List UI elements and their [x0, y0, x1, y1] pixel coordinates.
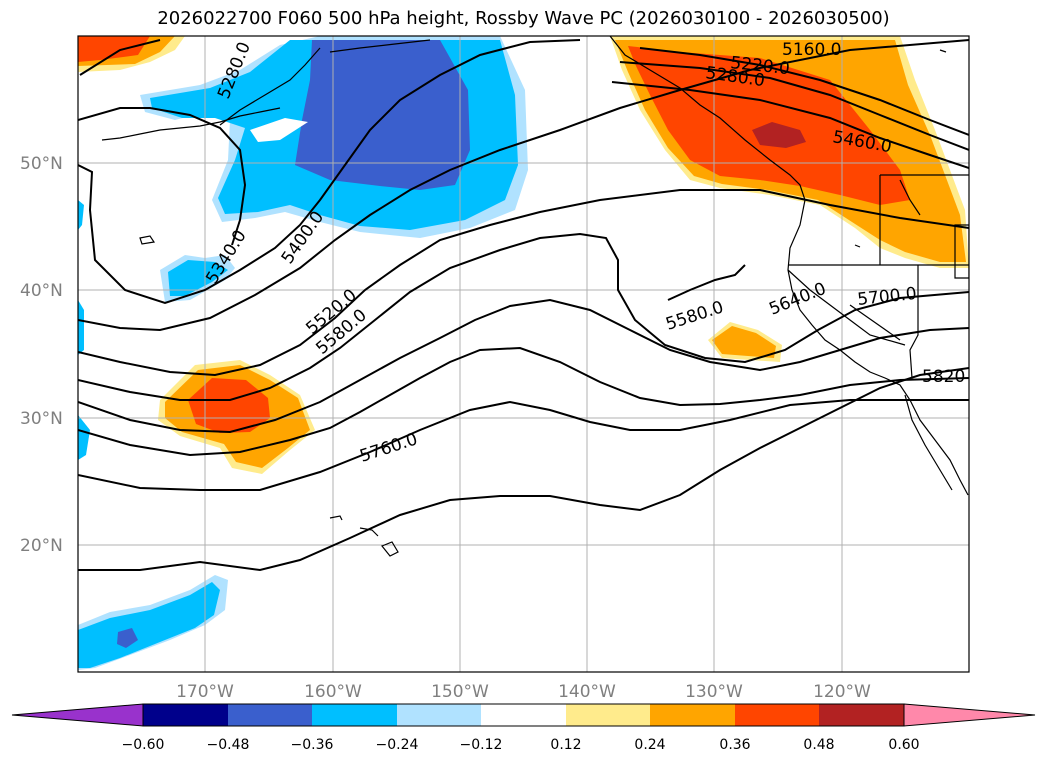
contour-label: 5160.0	[782, 40, 841, 60]
colorbar: −0.60 −0.48 −0.36 −0.24 −0.12 0.12 0.24 …	[11, 703, 1036, 753]
gridlines	[78, 36, 969, 672]
colorbar-segment	[312, 704, 397, 726]
colorbar-tick-label: −0.12	[460, 737, 503, 753]
colorbar-segment	[228, 704, 312, 726]
colorbar-tick-label: 0.36	[719, 737, 750, 753]
colorbar-segment	[481, 704, 566, 726]
positive-anomaly-northwest	[78, 36, 185, 72]
positive-anomaly-small	[708, 322, 782, 362]
positive-anomaly-central	[158, 360, 315, 474]
figure-title: 2026022700 F060 500 hPa height, Rossby W…	[157, 8, 890, 29]
colorbar-tick-label: 0.60	[888, 737, 919, 753]
colorbar-segment	[397, 704, 481, 726]
lat-label: 30°N	[20, 409, 63, 429]
contour-label: 5820	[922, 367, 965, 387]
lon-label: 160°W	[304, 682, 362, 702]
colorbar-tick-label: −0.24	[376, 737, 419, 753]
colorbar-segment	[819, 704, 904, 726]
lon-label: 140°W	[558, 682, 616, 702]
lon-label: 150°W	[431, 682, 489, 702]
colorbar-segment	[650, 704, 735, 726]
lat-label: 50°N	[20, 154, 63, 174]
latitude-labels: 50°N 40°N 30°N 20°N	[20, 154, 63, 556]
colorbar-segment	[566, 704, 650, 726]
map-frame	[77, 35, 970, 673]
lat-label: 40°N	[20, 281, 63, 301]
lat-label: 20°N	[20, 536, 63, 556]
negative-anomaly-southwest	[78, 575, 228, 670]
colorbar-tick-label: −0.48	[207, 737, 250, 753]
colorbar-tick-label: 0.48	[803, 737, 834, 753]
colorbar-tick-label: 0.24	[634, 737, 665, 753]
height-contours	[78, 39, 969, 572]
colorbar-tick-label: 0.12	[550, 737, 581, 753]
lon-label: 170°W	[176, 682, 234, 702]
colorbar-segment	[735, 704, 819, 726]
colorbar-segment	[143, 704, 228, 726]
colorbar-tick-label: −0.36	[291, 737, 334, 753]
lon-label: 130°W	[685, 682, 743, 702]
colorbar-extend-low	[11, 703, 144, 727]
coastlines	[101, 36, 969, 557]
map-area: 5160.0 5220.0 5280.0 5280.0 5460.0 5340.…	[78, 36, 969, 672]
longitude-labels: 170°W 160°W 150°W 140°W 130°W 120°W	[176, 682, 871, 702]
lon-label: 120°W	[813, 682, 871, 702]
colorbar-extend-high	[903, 703, 1036, 727]
colorbar-tick-label: −0.60	[122, 737, 165, 753]
